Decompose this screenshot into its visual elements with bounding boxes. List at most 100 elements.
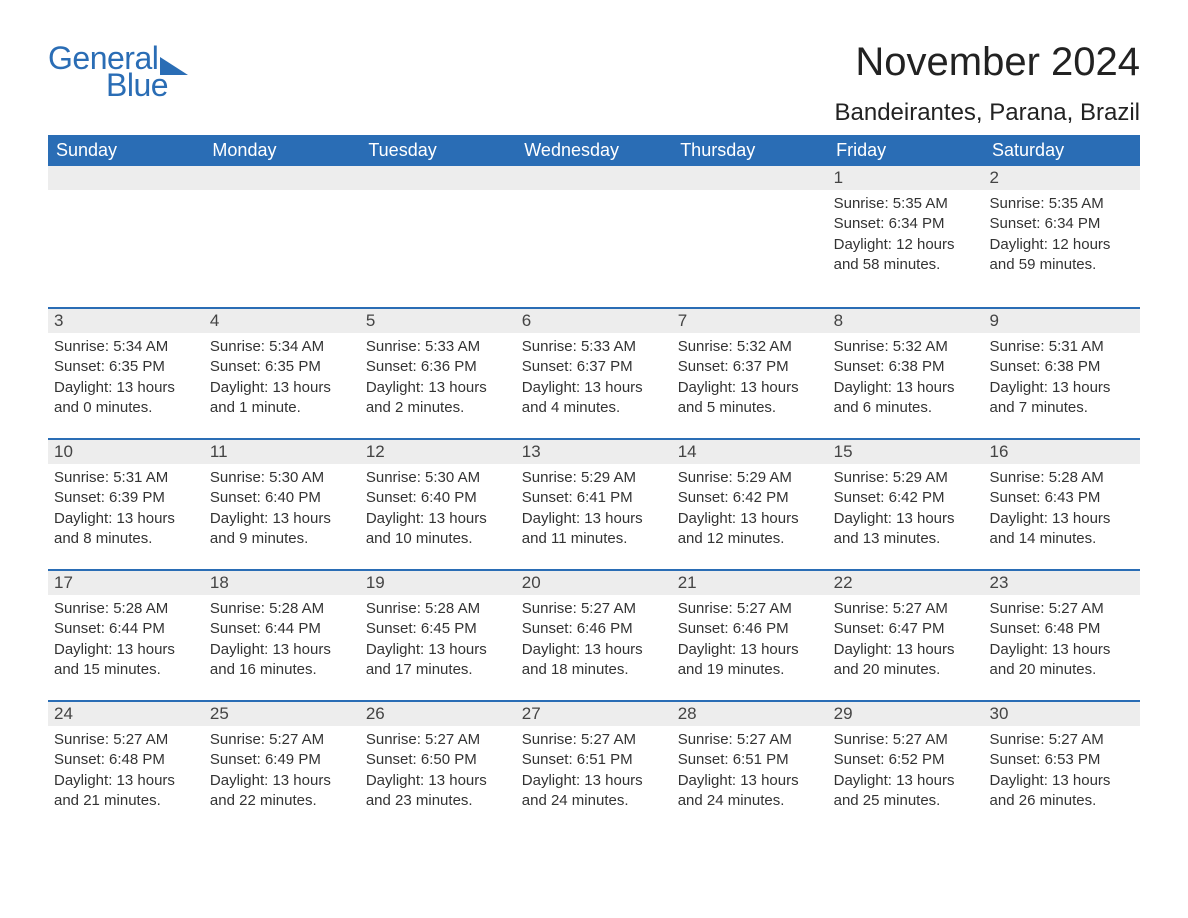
daylight-text-line1: Daylight: 13 hours xyxy=(54,640,198,660)
week-content-row: Sunrise: 5:28 AMSunset: 6:44 PMDaylight:… xyxy=(48,595,1140,701)
day-content-cell: Sunrise: 5:27 AMSunset: 6:49 PMDaylight:… xyxy=(204,726,360,832)
daylight-text-line1: Daylight: 13 hours xyxy=(522,771,666,791)
sunrise-text: Sunrise: 5:34 AM xyxy=(54,337,198,357)
day-number-cell: 15 xyxy=(828,439,984,464)
sunset-text: Sunset: 6:48 PM xyxy=(990,619,1134,639)
day-number-cell: 17 xyxy=(48,570,204,595)
sunrise-text: Sunrise: 5:28 AM xyxy=(366,599,510,619)
daylight-text-line1: Daylight: 13 hours xyxy=(210,640,354,660)
sunrise-text: Sunrise: 5:27 AM xyxy=(522,730,666,750)
weekday-header: Monday xyxy=(204,135,360,166)
daylight-text-line2: and 13 minutes. xyxy=(834,529,978,549)
sunset-text: Sunset: 6:34 PM xyxy=(990,214,1134,234)
week-content-row: Sunrise: 5:27 AMSunset: 6:48 PMDaylight:… xyxy=(48,726,1140,832)
sunset-text: Sunset: 6:51 PM xyxy=(678,750,822,770)
sunrise-text: Sunrise: 5:27 AM xyxy=(54,730,198,750)
daylight-text-line1: Daylight: 13 hours xyxy=(522,640,666,660)
empty-cell xyxy=(204,190,360,308)
logo: General Blue xyxy=(48,40,188,104)
weekday-header: Saturday xyxy=(984,135,1140,166)
day-number-cell: 4 xyxy=(204,308,360,333)
weekday-header: Wednesday xyxy=(516,135,672,166)
day-content-cell: Sunrise: 5:34 AMSunset: 6:35 PMDaylight:… xyxy=(48,333,204,439)
weekday-header: Friday xyxy=(828,135,984,166)
sunset-text: Sunset: 6:45 PM xyxy=(366,619,510,639)
day-number-cell: 25 xyxy=(204,701,360,726)
weekday-header: Sunday xyxy=(48,135,204,166)
day-number-cell: 8 xyxy=(828,308,984,333)
day-number-cell: 24 xyxy=(48,701,204,726)
day-content-cell: Sunrise: 5:28 AMSunset: 6:44 PMDaylight:… xyxy=(48,595,204,701)
location-subtitle: Bandeirantes, Parana, Brazil xyxy=(834,99,1140,127)
daylight-text-line1: Daylight: 13 hours xyxy=(834,640,978,660)
sunset-text: Sunset: 6:40 PM xyxy=(210,488,354,508)
empty-cell xyxy=(516,190,672,308)
sunset-text: Sunset: 6:46 PM xyxy=(522,619,666,639)
sunset-text: Sunset: 6:47 PM xyxy=(834,619,978,639)
daylight-text-line2: and 20 minutes. xyxy=(834,660,978,680)
day-content-cell: Sunrise: 5:29 AMSunset: 6:42 PMDaylight:… xyxy=(828,464,984,570)
day-number-cell: 22 xyxy=(828,570,984,595)
daylight-text-line1: Daylight: 13 hours xyxy=(678,771,822,791)
sunrise-text: Sunrise: 5:29 AM xyxy=(678,468,822,488)
day-number-cell: 19 xyxy=(360,570,516,595)
daylight-text-line1: Daylight: 13 hours xyxy=(990,509,1134,529)
daylight-text-line2: and 11 minutes. xyxy=(522,529,666,549)
daylight-text-line2: and 9 minutes. xyxy=(210,529,354,549)
daylight-text-line2: and 58 minutes. xyxy=(834,255,978,275)
week-number-row: 3456789 xyxy=(48,308,1140,333)
calendar-body: 12Sunrise: 5:35 AMSunset: 6:34 PMDayligh… xyxy=(48,166,1140,832)
day-number-cell: 29 xyxy=(828,701,984,726)
day-content-cell: Sunrise: 5:27 AMSunset: 6:53 PMDaylight:… xyxy=(984,726,1140,832)
day-content-cell: Sunrise: 5:28 AMSunset: 6:44 PMDaylight:… xyxy=(204,595,360,701)
day-content-cell: Sunrise: 5:27 AMSunset: 6:51 PMDaylight:… xyxy=(516,726,672,832)
day-number-cell: 5 xyxy=(360,308,516,333)
day-number-cell: 21 xyxy=(672,570,828,595)
daylight-text-line1: Daylight: 13 hours xyxy=(210,509,354,529)
daylight-text-line1: Daylight: 13 hours xyxy=(990,640,1134,660)
daylight-text-line2: and 20 minutes. xyxy=(990,660,1134,680)
empty-cell xyxy=(204,166,360,190)
day-content-cell: Sunrise: 5:27 AMSunset: 6:46 PMDaylight:… xyxy=(516,595,672,701)
daylight-text-line2: and 1 minute. xyxy=(210,398,354,418)
sunset-text: Sunset: 6:43 PM xyxy=(990,488,1134,508)
empty-cell xyxy=(48,190,204,308)
day-content-cell: Sunrise: 5:29 AMSunset: 6:41 PMDaylight:… xyxy=(516,464,672,570)
sunset-text: Sunset: 6:35 PM xyxy=(54,357,198,377)
day-number-cell: 6 xyxy=(516,308,672,333)
day-content-cell: Sunrise: 5:32 AMSunset: 6:37 PMDaylight:… xyxy=(672,333,828,439)
day-content-cell: Sunrise: 5:31 AMSunset: 6:39 PMDaylight:… xyxy=(48,464,204,570)
week-content-row: Sunrise: 5:35 AMSunset: 6:34 PMDaylight:… xyxy=(48,190,1140,308)
day-number-cell: 2 xyxy=(984,166,1140,190)
day-content-cell: Sunrise: 5:31 AMSunset: 6:38 PMDaylight:… xyxy=(984,333,1140,439)
sunset-text: Sunset: 6:52 PM xyxy=(834,750,978,770)
day-content-cell: Sunrise: 5:28 AMSunset: 6:43 PMDaylight:… xyxy=(984,464,1140,570)
day-content-cell: Sunrise: 5:27 AMSunset: 6:48 PMDaylight:… xyxy=(48,726,204,832)
sunset-text: Sunset: 6:34 PM xyxy=(834,214,978,234)
day-content-cell: Sunrise: 5:35 AMSunset: 6:34 PMDaylight:… xyxy=(984,190,1140,308)
daylight-text-line2: and 12 minutes. xyxy=(678,529,822,549)
sunset-text: Sunset: 6:37 PM xyxy=(522,357,666,377)
daylight-text-line1: Daylight: 13 hours xyxy=(678,509,822,529)
daylight-text-line2: and 17 minutes. xyxy=(366,660,510,680)
sunset-text: Sunset: 6:38 PM xyxy=(990,357,1134,377)
daylight-text-line2: and 24 minutes. xyxy=(522,791,666,811)
daylight-text-line1: Daylight: 13 hours xyxy=(834,509,978,529)
sunrise-text: Sunrise: 5:29 AM xyxy=(834,468,978,488)
day-content-cell: Sunrise: 5:34 AMSunset: 6:35 PMDaylight:… xyxy=(204,333,360,439)
daylight-text-line1: Daylight: 13 hours xyxy=(834,378,978,398)
week-number-row: 17181920212223 xyxy=(48,570,1140,595)
page-header: General Blue November 2024 Bandeirantes,… xyxy=(48,40,1140,127)
sunset-text: Sunset: 6:51 PM xyxy=(522,750,666,770)
daylight-text-line1: Daylight: 13 hours xyxy=(990,378,1134,398)
empty-cell xyxy=(360,166,516,190)
sunrise-text: Sunrise: 5:27 AM xyxy=(678,730,822,750)
sunset-text: Sunset: 6:41 PM xyxy=(522,488,666,508)
day-content-cell: Sunrise: 5:27 AMSunset: 6:46 PMDaylight:… xyxy=(672,595,828,701)
empty-cell xyxy=(672,190,828,308)
sunrise-text: Sunrise: 5:27 AM xyxy=(834,730,978,750)
sunrise-text: Sunrise: 5:32 AM xyxy=(678,337,822,357)
empty-cell xyxy=(48,166,204,190)
calendar-header-row: SundayMondayTuesdayWednesdayThursdayFrid… xyxy=(48,135,1140,166)
daylight-text-line2: and 2 minutes. xyxy=(366,398,510,418)
